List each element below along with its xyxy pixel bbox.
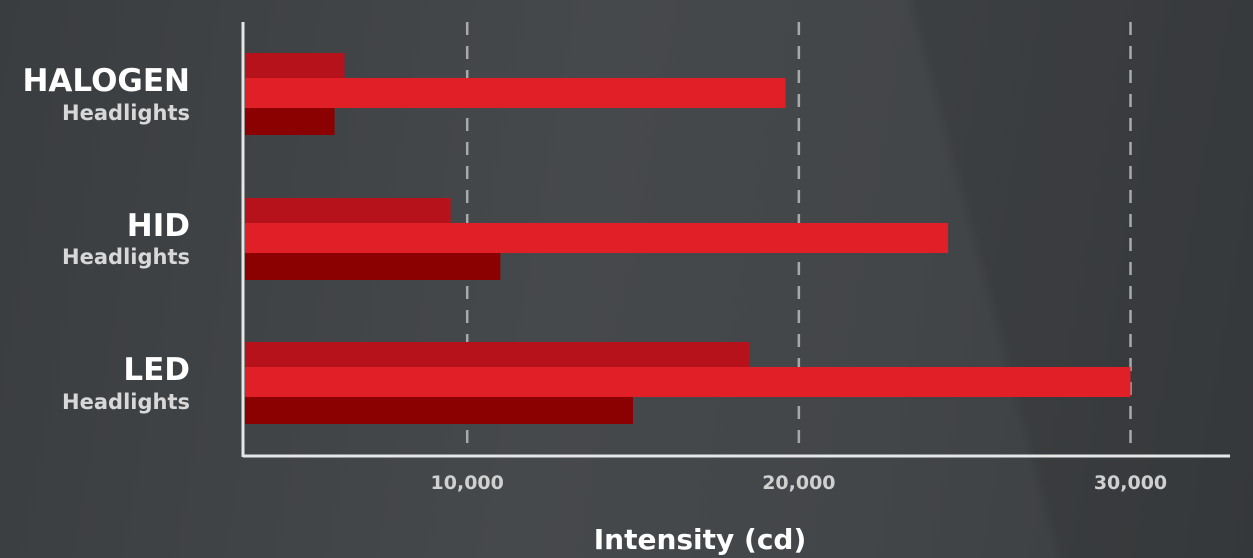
x-tick-label-0: 10,000 [431,472,504,494]
category-labels: HALOGENHeadlightsHIDHeadlightsLEDHeadlig… [22,63,190,414]
bar-halogen-1 [245,78,786,108]
x-tick-labels: 10,000 20,000 30,000 [431,472,1168,494]
category-sublabel-halogen: Headlights [62,101,190,125]
category-label-halogen: HALOGEN [22,63,190,99]
bars [245,53,1131,424]
bar-led-1 [245,367,1131,397]
bar-hid-1 [245,223,949,253]
x-tick-label-1: 20,000 [762,472,835,494]
category-label-led: LED [123,352,190,388]
category-sublabel-led: Headlights [62,390,190,414]
x-axis-title: Intensity (cd) [594,523,807,556]
category-label-hid: HID [127,208,190,244]
x-tick-label-2: 30,000 [1094,472,1167,494]
category-sublabel-hid: Headlights [62,245,190,269]
